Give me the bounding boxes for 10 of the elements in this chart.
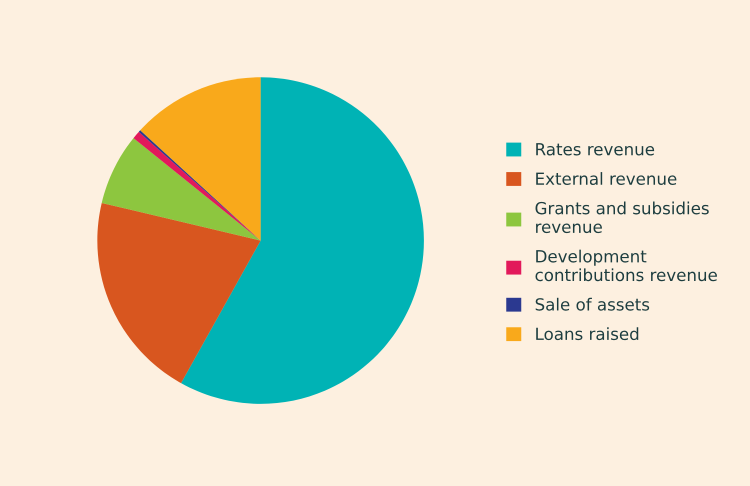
legend-label: Loans raised: [536, 327, 638, 340]
legend-label: Rates revenue: [536, 143, 654, 156]
legend-label: Grants and subsidies revenue: [536, 202, 709, 234]
pie-slice: [97, 202, 261, 384]
legend-label: Development contributions revenue: [536, 250, 717, 282]
legend-label: External revenue: [536, 172, 676, 185]
pie-slice: [102, 138, 261, 241]
pie-slice: [181, 77, 424, 404]
pie-slice: [140, 77, 261, 241]
legend-label: Sale of assets: [536, 298, 650, 311]
